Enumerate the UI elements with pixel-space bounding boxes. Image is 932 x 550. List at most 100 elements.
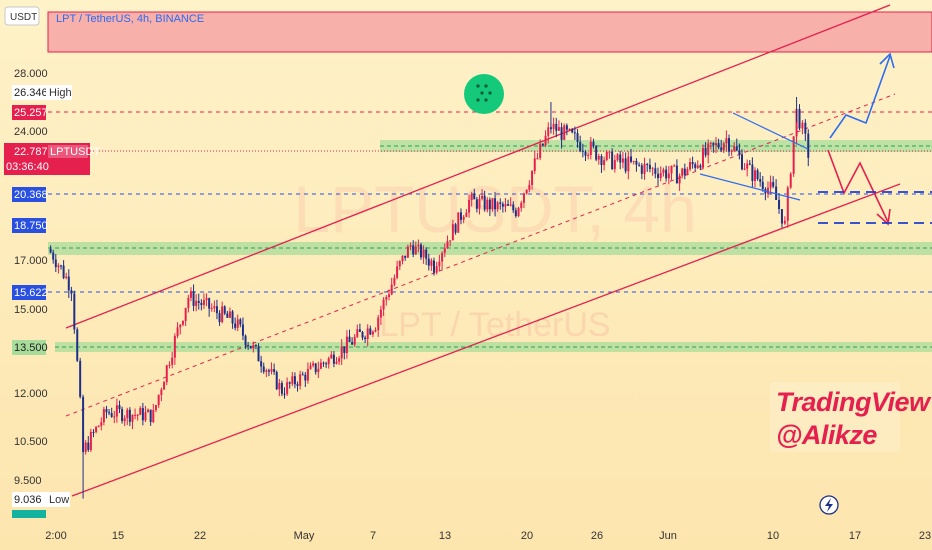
candle-body bbox=[525, 189, 528, 194]
candle-body bbox=[231, 311, 234, 324]
candle-body bbox=[70, 290, 73, 294]
candle-body bbox=[465, 212, 468, 217]
candle-body bbox=[714, 143, 717, 146]
candle-body bbox=[704, 148, 707, 156]
candle-body bbox=[568, 128, 571, 130]
candle-body bbox=[356, 329, 359, 337]
svg-text:25.257: 25.257 bbox=[14, 107, 48, 119]
candle-body bbox=[759, 179, 762, 182]
candle-body bbox=[262, 366, 265, 372]
candle-body bbox=[192, 291, 195, 306]
currency-badge[interactable]: USDT bbox=[4, 6, 40, 26]
svg-text:High: High bbox=[49, 87, 72, 99]
candle-body bbox=[478, 198, 481, 209]
credit-label: TradingView @Alikze bbox=[776, 386, 930, 452]
candle-body bbox=[221, 306, 224, 323]
y-tick: 9.500 bbox=[14, 475, 42, 487]
candle-body bbox=[657, 173, 660, 178]
candle-body bbox=[735, 146, 738, 151]
candle-body bbox=[512, 204, 515, 211]
candle-body bbox=[157, 394, 160, 406]
candle-body bbox=[278, 383, 281, 390]
candle-body bbox=[181, 320, 184, 325]
candle-body bbox=[699, 165, 702, 168]
candle-body bbox=[100, 422, 103, 426]
x-tick: Jun bbox=[659, 530, 677, 542]
y-tick: 12.000 bbox=[14, 388, 48, 400]
candle-body bbox=[92, 431, 95, 433]
candle-body bbox=[761, 181, 764, 190]
candle-body bbox=[640, 165, 643, 174]
candle-body bbox=[694, 164, 697, 168]
candle-body bbox=[753, 170, 756, 181]
candle-body bbox=[163, 382, 166, 390]
candle-body bbox=[573, 132, 576, 134]
candle-body bbox=[678, 175, 681, 184]
y-axis: 28.000 24.000 17.000 15.000 12.000 10.50… bbox=[14, 68, 48, 487]
candle-body bbox=[670, 165, 673, 174]
x-tick: 22 bbox=[194, 530, 206, 542]
candle-body bbox=[241, 324, 244, 336]
candle-body bbox=[210, 308, 213, 310]
candle-body bbox=[778, 199, 781, 210]
candle-body bbox=[616, 154, 619, 161]
candle-body bbox=[533, 158, 536, 171]
candle-body bbox=[683, 168, 686, 175]
candle-body bbox=[260, 361, 263, 367]
candle-body bbox=[417, 244, 420, 247]
candle-body bbox=[382, 299, 385, 310]
candle-body bbox=[338, 358, 341, 362]
candle-body bbox=[84, 442, 87, 452]
candle-body bbox=[422, 249, 425, 258]
candle-body bbox=[390, 284, 393, 295]
candle-body bbox=[632, 160, 635, 162]
candle-body bbox=[301, 374, 304, 376]
candle-body bbox=[62, 265, 65, 278]
candle-body bbox=[555, 123, 558, 131]
candle-body bbox=[619, 154, 622, 163]
candle-body bbox=[286, 382, 289, 394]
candle-body bbox=[361, 331, 364, 338]
candle-body bbox=[702, 148, 704, 168]
candle-body bbox=[387, 294, 390, 297]
candle-body bbox=[108, 412, 111, 414]
lightning-icon[interactable] bbox=[819, 495, 839, 515]
candle-body bbox=[624, 158, 627, 172]
candle-body bbox=[123, 418, 126, 422]
candle-body bbox=[522, 193, 525, 203]
y-tick: 15.000 bbox=[14, 304, 48, 316]
candle-body bbox=[412, 245, 415, 255]
candle-body bbox=[314, 363, 317, 373]
candle-body bbox=[152, 410, 155, 423]
svg-text:26.346: 26.346 bbox=[14, 87, 48, 99]
candle-body bbox=[257, 346, 260, 362]
candle-body bbox=[136, 414, 139, 416]
candle-body bbox=[481, 195, 484, 199]
candle-body bbox=[438, 261, 441, 267]
candle-body bbox=[435, 266, 438, 273]
candle-body bbox=[265, 370, 268, 372]
x-tick: 15 bbox=[112, 530, 124, 542]
candle-body bbox=[195, 300, 198, 306]
candle-body bbox=[504, 204, 507, 207]
candle-body bbox=[499, 202, 502, 204]
candle-body bbox=[686, 169, 689, 175]
y-tick: 28.000 bbox=[14, 68, 48, 80]
candle-body bbox=[371, 331, 374, 335]
candle-body bbox=[494, 198, 497, 210]
candle-body bbox=[332, 354, 335, 364]
candle-body bbox=[627, 156, 630, 172]
candle-body bbox=[621, 158, 624, 163]
candle-body bbox=[603, 159, 606, 166]
candle-body bbox=[675, 165, 678, 184]
candle-body bbox=[247, 345, 250, 347]
candle-body bbox=[414, 246, 417, 255]
candle-body bbox=[475, 199, 478, 209]
candle-body bbox=[565, 125, 568, 130]
candle-body bbox=[102, 409, 105, 423]
candle-body bbox=[491, 198, 494, 210]
candle-body bbox=[317, 368, 320, 373]
candle-body bbox=[299, 374, 302, 386]
candle-body bbox=[449, 240, 452, 242]
